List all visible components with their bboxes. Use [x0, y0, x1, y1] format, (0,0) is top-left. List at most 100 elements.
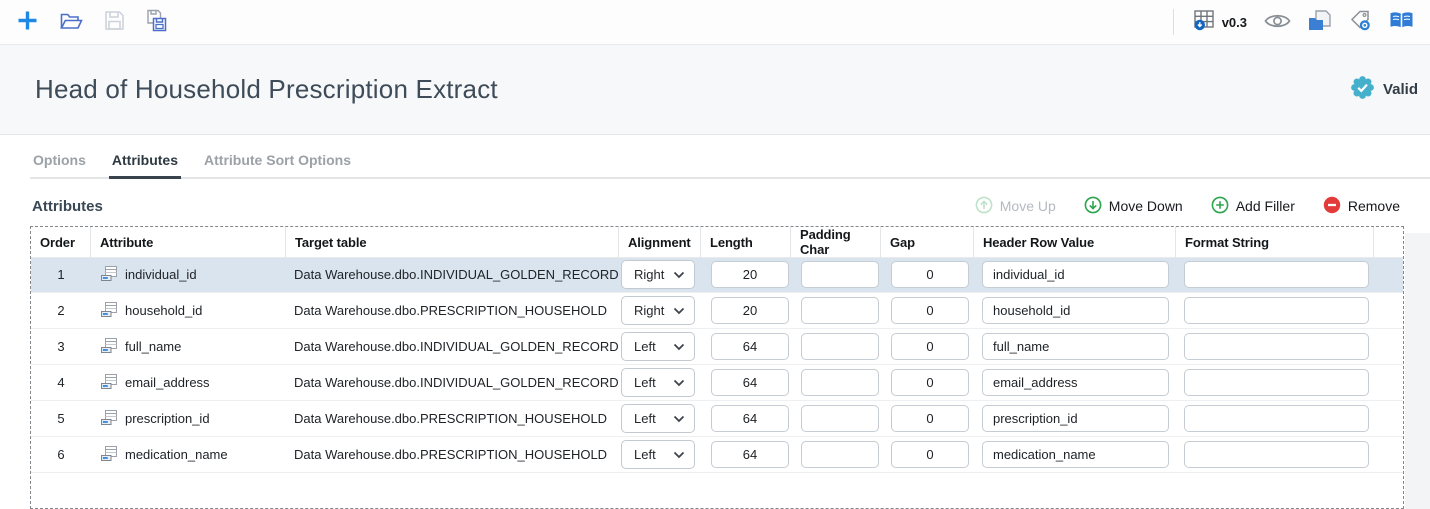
alignment-select[interactable]: Left: [621, 332, 695, 361]
target-table-cell: Data Warehouse.dbo.INDIVIDUAL_GOLDEN_REC…: [294, 339, 619, 354]
open-folder-icon: [59, 10, 84, 34]
length-input[interactable]: [711, 297, 789, 324]
table-row[interactable]: 2 household_id Data Warehouse.dbo.PRESCR…: [31, 293, 1403, 329]
add-filler-label: Add Filler: [1235, 198, 1295, 214]
format-string-input[interactable]: [1184, 261, 1369, 288]
remove-icon: [1323, 196, 1341, 217]
header-row-value-input[interactable]: [982, 333, 1169, 360]
column-header-format-string: Format String: [1176, 227, 1374, 258]
copy-button[interactable]: [1308, 9, 1332, 35]
attribute-cell: prescription_id: [91, 409, 286, 428]
add-filler-button[interactable]: Add Filler: [1211, 196, 1295, 217]
table-row[interactable]: 3 full_name Data Warehouse.dbo.INDIVIDUA…: [31, 329, 1403, 365]
alignment-select[interactable]: Right: [621, 296, 695, 325]
alignment-cell: Left: [619, 368, 701, 397]
remove-button[interactable]: Remove: [1323, 196, 1400, 217]
docs-button[interactable]: [1389, 11, 1414, 33]
save-button[interactable]: [104, 10, 125, 34]
format-string-input[interactable]: [1184, 297, 1369, 324]
title-band: Head of Household Prescription Extract V…: [0, 45, 1430, 135]
chevron-down-icon: [673, 303, 685, 318]
order-cell: 5: [57, 411, 65, 426]
gap-input[interactable]: [891, 369, 969, 396]
padding-char-input[interactable]: [801, 333, 879, 360]
attribute-column-icon: [101, 409, 118, 428]
preview-button[interactable]: [1264, 12, 1291, 33]
length-input[interactable]: [711, 261, 789, 288]
toolbar-divider: [1172, 9, 1174, 35]
order-cell: 6: [57, 447, 65, 462]
padding-char-input[interactable]: [801, 261, 879, 288]
tag-button[interactable]: [1349, 10, 1372, 35]
length-input[interactable]: [711, 405, 789, 432]
book-icon: [1389, 11, 1414, 33]
tab-options[interactable]: Options: [33, 152, 86, 168]
version-label: v0.3: [1221, 14, 1247, 30]
alignment-select[interactable]: Left: [621, 440, 695, 469]
format-string-input[interactable]: [1184, 369, 1369, 396]
padding-char-input[interactable]: [801, 441, 879, 468]
alignment-select[interactable]: Right: [621, 260, 695, 289]
header-row-value-input[interactable]: [982, 261, 1169, 288]
gap-input[interactable]: [891, 297, 969, 324]
header-row-value-input[interactable]: [982, 297, 1169, 324]
attribute-cell: medication_name: [91, 445, 286, 464]
header-row-value-input[interactable]: [982, 405, 1169, 432]
attribute-cell: household_id: [91, 301, 286, 320]
content-area: Options Attributes Attribute Sort Option…: [0, 147, 1430, 509]
move-down-icon: [1084, 196, 1102, 217]
attribute-column-icon: [101, 373, 118, 392]
length-input[interactable]: [711, 441, 789, 468]
attribute-name: medication_name: [125, 447, 228, 462]
attribute-name: email_address: [125, 375, 210, 390]
header-row-value-input[interactable]: [982, 369, 1169, 396]
move-down-label: Move Down: [1108, 198, 1183, 214]
alignment-select[interactable]: Left: [621, 368, 695, 397]
chevron-down-icon: [673, 447, 685, 462]
format-string-input[interactable]: [1184, 441, 1369, 468]
padding-char-input[interactable]: [801, 297, 879, 324]
gap-input[interactable]: [891, 333, 969, 360]
open-button[interactable]: [59, 10, 84, 34]
alignment-value: Left: [634, 411, 656, 426]
move-down-button[interactable]: Move Down: [1084, 196, 1183, 217]
gap-input[interactable]: [891, 405, 969, 432]
alignment-select[interactable]: Left: [621, 404, 695, 433]
padding-char-input[interactable]: [801, 405, 879, 432]
format-string-input[interactable]: [1184, 405, 1369, 432]
order-cell: 3: [57, 339, 65, 354]
attribute-column-icon: [101, 445, 118, 464]
attribute-cell: individual_id: [91, 265, 286, 284]
column-header-alignment: Alignment: [619, 227, 701, 258]
padding-char-input[interactable]: [801, 369, 879, 396]
table-row[interactable]: 4 email_address Data Warehouse.dbo.INDIV…: [31, 365, 1403, 401]
save-all-button[interactable]: [145, 9, 169, 35]
alignment-value: Right: [634, 303, 665, 318]
new-button[interactable]: [16, 9, 39, 35]
alignment-value: Right: [634, 267, 665, 282]
header-row-value-input[interactable]: [982, 441, 1169, 468]
valid-badge-icon: [1350, 75, 1375, 104]
tab-attributes[interactable]: Attributes: [108, 147, 182, 179]
table-row[interactable]: 6 medication_name Data Warehouse.dbo.PRE…: [31, 437, 1403, 473]
move-up-button[interactable]: Move Up: [975, 196, 1056, 217]
attribute-name: prescription_id: [125, 411, 210, 426]
table-row[interactable]: 1 individual_id Data Warehouse.dbo.INDIV…: [31, 257, 1403, 293]
length-input[interactable]: [711, 333, 789, 360]
status-badge: Valid: [1350, 75, 1418, 104]
gap-input[interactable]: [891, 261, 969, 288]
tab-attribute-sort-options[interactable]: Attribute Sort Options: [204, 152, 352, 168]
tag-icon: [1349, 10, 1372, 35]
tab-bar: Options Attributes Attribute Sort Option…: [30, 147, 1430, 179]
gap-input[interactable]: [891, 441, 969, 468]
table-version-icon: [1193, 9, 1216, 35]
column-header-length: Length: [701, 227, 791, 258]
format-string-input[interactable]: [1184, 333, 1369, 360]
version-button[interactable]: v0.3: [1193, 9, 1247, 35]
length-input[interactable]: [711, 369, 789, 396]
table-row[interactable]: 5 prescription_id Data Warehouse.dbo.PRE…: [31, 401, 1403, 437]
chevron-down-icon: [673, 339, 685, 354]
right-gutter: [1405, 233, 1430, 509]
target-table-cell: Data Warehouse.dbo.PRESCRIPTION_HOUSEHOL…: [294, 303, 608, 318]
attribute-column-icon: [101, 265, 118, 284]
